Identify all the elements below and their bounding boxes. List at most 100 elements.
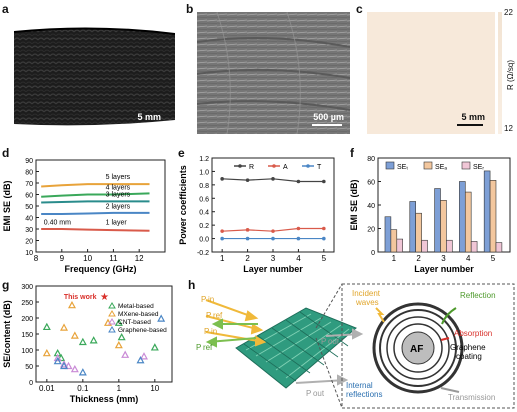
y-tick-label: 40 (25, 216, 33, 223)
bar (495, 242, 503, 253)
data-point (59, 360, 69, 368)
x-axis-label: Frequency (GHz) (64, 264, 136, 274)
panel-a-letter: a (2, 2, 9, 16)
bar (464, 191, 472, 253)
data-point (70, 364, 79, 373)
x-tick-label: 4 (466, 254, 471, 263)
data-point (296, 226, 301, 231)
panel-h-letter: h (188, 278, 196, 292)
x-tick-label: 1 (392, 254, 397, 263)
bar (489, 180, 497, 253)
scale-bar-b (312, 124, 342, 126)
bar (415, 212, 422, 253)
legend-swatch (423, 161, 433, 170)
bar (470, 241, 478, 253)
data-point (245, 228, 250, 232)
y-tick-label: 250 (21, 300, 33, 307)
data-point (271, 229, 275, 233)
chart-power-coefficients: 1 2 3 4 5 -0.2 0.0 0.2 0.4 0.6 0.8 1.0 1.2 R A T Layer n… (178, 156, 335, 274)
x-tick-label: 2 (416, 254, 421, 263)
data-point (64, 361, 73, 370)
bar (396, 238, 403, 253)
y-tick-label: 50 (25, 364, 33, 371)
resistance-map: 5 mm (367, 12, 495, 134)
y-tick-label: 0.6 (199, 196, 209, 203)
data-point (139, 352, 149, 360)
y-axis-label: SE/content (dB) (2, 300, 12, 368)
this-work-star: ★ (100, 292, 109, 303)
y-tick-label: 0.2 (199, 223, 209, 230)
y-tick-label: 30 (25, 227, 33, 234)
legend-label: MXene-based (118, 311, 159, 318)
x-tick-label: 1 (117, 384, 122, 393)
legend-label: CNT-based (118, 319, 151, 326)
legend-swatch (461, 161, 471, 170)
annotation-thickness: 0.40 mm (44, 219, 71, 226)
scale-label-b: 500 µm (313, 112, 344, 122)
bar (434, 188, 441, 253)
legend-label: R (249, 164, 254, 171)
data-point (89, 336, 98, 344)
legend-label: SEᵣ (473, 164, 484, 171)
legend-marker (306, 164, 310, 168)
x-tick-label: 0.1 (77, 384, 89, 393)
y-axis-label: EMI SE (dB) (2, 180, 12, 231)
x-axis-label: Layer number (243, 264, 303, 274)
data-point (67, 300, 77, 309)
x-tick-label: 5 (322, 254, 327, 263)
data-point (271, 236, 275, 241)
bar (446, 239, 453, 253)
x-tick-label: 2 (245, 254, 250, 263)
data-point (322, 236, 326, 241)
y-tick-label: 20 (25, 239, 33, 246)
y-tick-label: 90 (25, 158, 33, 165)
label-p-ref-2: P ref (196, 343, 213, 352)
x-tick-label: 5 (491, 254, 496, 263)
data-point (322, 179, 326, 184)
bar (409, 201, 416, 253)
legend-marker (108, 302, 116, 309)
panel-d-letter: d (2, 146, 10, 160)
x-tick-label: 10 (150, 384, 159, 393)
data-point (220, 236, 224, 241)
legend-label: SEₐ (435, 164, 447, 171)
data-point (42, 348, 51, 357)
series-line (41, 228, 150, 232)
bar (384, 216, 392, 253)
y-tick-label: 1.0 (199, 169, 209, 176)
data-point (296, 179, 301, 184)
data-point (114, 340, 123, 349)
bar (421, 239, 428, 253)
colorbar-max: 22 (504, 8, 513, 17)
label-reflection: Reflection (460, 291, 496, 300)
data-point (136, 355, 145, 364)
scale-bar-c (457, 124, 483, 126)
label-p-ref-1: P ref (206, 311, 223, 320)
y-tick-label: 50 (25, 204, 33, 211)
series-label: 2 layers (106, 203, 131, 210)
data-point (114, 318, 123, 326)
plot-frame (35, 159, 166, 253)
scale-bar-a (129, 124, 159, 126)
series-label: 3 layers (106, 191, 131, 198)
fabric-photo-graphic (14, 27, 175, 126)
y-tick-label: 100 (21, 348, 33, 355)
bar (483, 170, 491, 253)
chart-se-content: 0.01 0.1 1 10050100150200250300Metal-basedM… (2, 284, 173, 404)
legend-label: SEₜ (397, 164, 408, 171)
x-tick-label: 4 (296, 254, 301, 263)
y-tick-label: 1.2 (199, 156, 209, 163)
scale-label-c: 5 mm (461, 112, 485, 122)
panel-c-letter: c (356, 2, 363, 16)
x-tick-label: 9 (60, 254, 65, 263)
x-tick-label: 12 (135, 254, 144, 263)
legend-marker (238, 164, 242, 168)
chart-emi-layers: 0 20 40 60 80 1 2 3 4 5 SEₜ SEₐ SEᵣ Layer number EMI S… (349, 156, 511, 274)
legend-marker (108, 310, 116, 317)
data-point (245, 236, 250, 241)
x-tick-label: 3 (441, 254, 446, 263)
y-tick-label: 0.8 (199, 183, 209, 190)
sem-image: 500 µm (197, 12, 350, 134)
data-point (245, 178, 250, 182)
y-tick-label: 60 (25, 193, 33, 200)
